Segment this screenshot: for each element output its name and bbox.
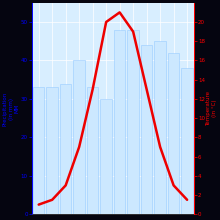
Bar [127, 30, 139, 214]
Bar [100, 99, 112, 214]
Y-axis label: Temperature
(in °C): Temperature (in °C) [206, 91, 217, 126]
Bar [46, 87, 58, 214]
Bar [141, 45, 152, 214]
Bar [33, 87, 44, 214]
Y-axis label: Precipitation
(in mm)
MM: Precipitation (in mm) MM [3, 91, 19, 126]
Bar [73, 61, 85, 214]
Bar [154, 41, 166, 214]
Bar [114, 30, 125, 214]
Bar [60, 84, 72, 214]
Bar [168, 53, 179, 214]
Bar [87, 87, 98, 214]
Bar [181, 68, 193, 214]
